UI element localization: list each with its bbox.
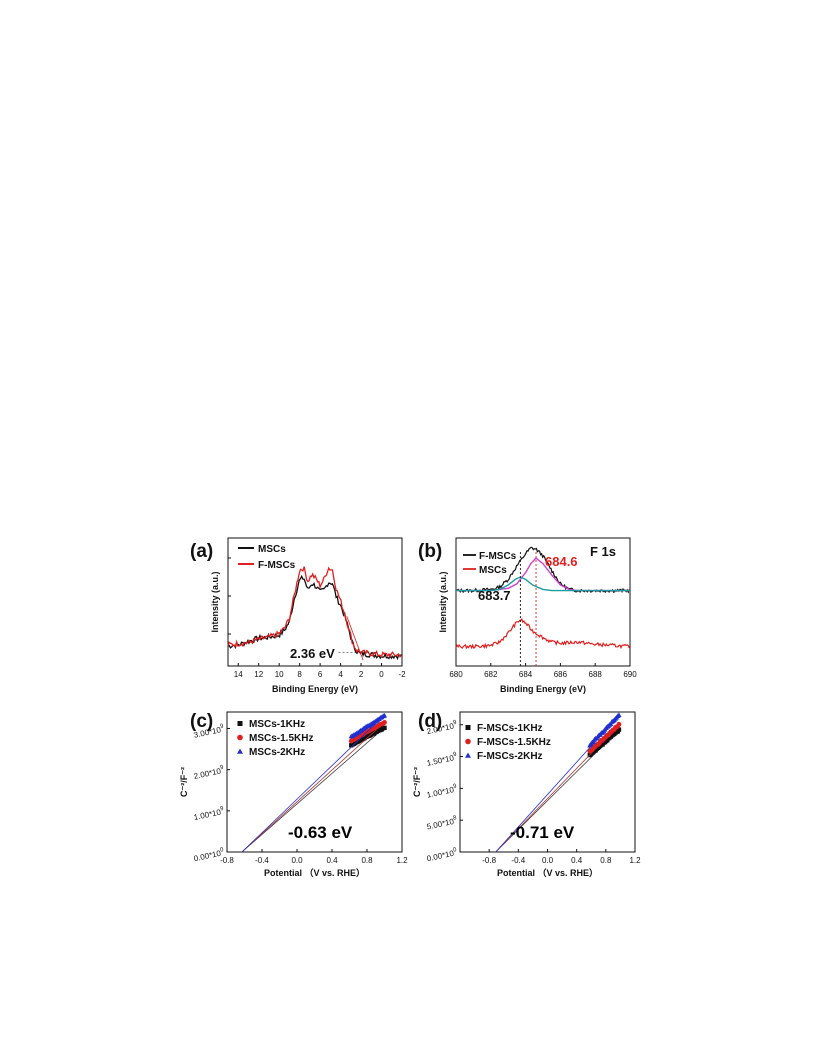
x-tick-label: 0.8 (600, 856, 612, 865)
x-tick-label: 682 (484, 670, 498, 679)
x-tick-label: 6 (318, 670, 323, 679)
plot-frame (226, 711, 403, 853)
bandgap-annotation: 2.36 eV (290, 646, 335, 661)
legend-label: MSCs (479, 565, 507, 576)
y-tick-label: 1.00*109 (426, 783, 459, 799)
flatband-annotation: -0.63 eV (288, 823, 353, 842)
panel-a: (a) 14 12 10 8 6 4 2 0 -2 Binding Energy (eV) Inten… (190, 537, 406, 694)
legend-label: MSCs-2KHz (249, 747, 305, 758)
peak-label-684-6: 684.6 (545, 554, 578, 569)
series-line-f-mscs (227, 566, 402, 659)
panel-label: (b) (418, 541, 442, 562)
legend-marker (237, 721, 243, 726)
legend-marker (465, 738, 471, 745)
series-line-2 (456, 576, 630, 592)
y-axis-label: C⁻²/F⁻² (412, 767, 422, 797)
legend-marker (237, 734, 243, 741)
x-tick-label: -0.8 (220, 856, 234, 865)
x-axis-label: Potential （V vs. RHE） (497, 868, 598, 878)
edge-fit-line (346, 616, 364, 661)
panel-label: (a) (190, 541, 213, 562)
data-point (381, 712, 388, 718)
x-axis-label: Potential （V vs. RHE） (264, 868, 365, 878)
panel-d: (d) -0.8 -0.4 0.0 0.4 0.8 1.2 0.00*100 5.00*108 1… (412, 711, 641, 878)
x-tick-label: 684 (519, 670, 533, 679)
x-tick-label: 690 (623, 670, 637, 679)
legend-marker (237, 748, 243, 754)
legend-label: F-MSCs-2KHz (477, 751, 543, 762)
x-tick-label: 0.0 (291, 856, 303, 865)
legend-marker (465, 752, 471, 758)
x-tick-label: 0.4 (571, 856, 583, 865)
x-tick-label: 8 (297, 670, 302, 679)
y-tick-label: 5.00*108 (426, 815, 459, 831)
chart-title: F 1s (590, 544, 616, 559)
x-tick-label: 2 (359, 670, 364, 679)
legend-label: MSCs (258, 544, 286, 555)
legend-label: F-MSCs (258, 560, 296, 571)
x-tick-label: 4 (338, 670, 343, 679)
panel-label: (c) (190, 711, 213, 732)
x-tick-label: -2 (398, 670, 406, 679)
peak-label-683-7: 683.7 (478, 588, 511, 603)
fit-line-1 (241, 721, 385, 853)
panel-label: (d) (418, 711, 442, 732)
flatband-annotation: -0.71 eV (510, 823, 575, 842)
series-line-3 (455, 617, 630, 650)
panel-b: (b) F 1s 680 682 684 686 688 690 Binding Energy … (418, 537, 637, 694)
legend-label: MSCs-1KHz (249, 719, 305, 730)
legend-label: F-MSCs (479, 551, 517, 562)
legend-label: F-MSCs-1.5KHz (477, 737, 551, 748)
data-point (616, 721, 622, 727)
x-tick-label: 1.2 (396, 856, 408, 865)
x-axis-label: Binding Energy (eV) (272, 684, 358, 694)
legend-label: MSCs-1.5KHz (249, 733, 313, 744)
x-tick-label: 12 (254, 670, 263, 679)
y-axis-label: Intensity (a.u.) (438, 571, 448, 632)
fit-line-0 (241, 727, 385, 853)
plot-frame (455, 537, 631, 667)
x-tick-label: 1.2 (629, 856, 641, 865)
x-tick-label: 686 (554, 670, 568, 679)
x-tick-label: -0.8 (482, 856, 496, 865)
fit-line-2 (241, 715, 385, 853)
legend-marker (465, 725, 471, 730)
x-tick-label: 0.0 (542, 856, 554, 865)
x-tick-label: 688 (589, 670, 603, 679)
plot-frame (227, 537, 403, 667)
y-tick-label: 2.00*109 (193, 765, 226, 781)
x-axis-label: Binding Energy (eV) (500, 684, 586, 694)
panel-c: (c)-0.8 -0.4 0.0 0.4 0.8 1.20.00*1001.00*1092… (179, 711, 408, 878)
x-tick-label: 0.8 (361, 856, 373, 865)
legend-label: F-MSCs-1KHz (477, 723, 543, 734)
x-tick-label: 680 (449, 670, 463, 679)
x-tick-label: -0.4 (511, 856, 525, 865)
data-point (382, 720, 387, 725)
x-tick-label: -0.4 (255, 856, 269, 865)
y-tick-label: 1.00*109 (193, 806, 226, 822)
y-tick-label: 0.00*100 (426, 847, 459, 863)
x-tick-label: 0 (379, 670, 384, 679)
data-point (616, 727, 622, 732)
x-tick-label: 10 (275, 670, 284, 679)
y-axis-label: C⁻²/F⁻² (179, 767, 189, 797)
data-point (382, 725, 387, 731)
x-tick-label: 14 (234, 670, 243, 679)
x-tick-label: 0.4 (326, 856, 338, 865)
data-point (616, 712, 622, 718)
y-axis-label: Intensity (a.u.) (210, 571, 220, 632)
y-tick-label: 1.50*109 (426, 752, 459, 768)
